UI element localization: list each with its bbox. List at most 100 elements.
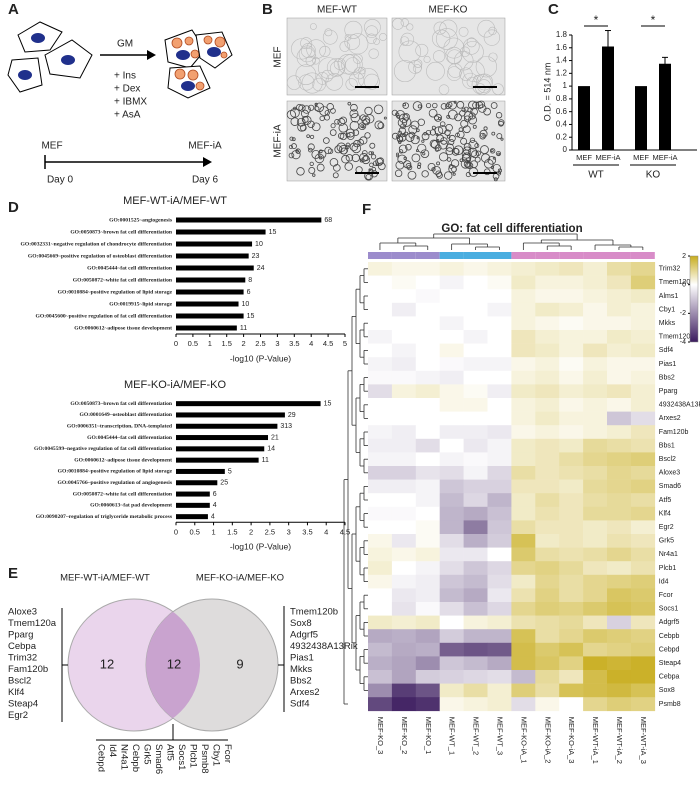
heatmap-cell — [607, 384, 632, 399]
row-label: Adgrf5 — [659, 619, 680, 626]
heatmap-cell — [415, 316, 440, 331]
heatmap-cell — [535, 302, 560, 317]
heatmap-cell — [607, 479, 632, 494]
heatmap-cell — [391, 275, 417, 290]
heatmap-cell — [368, 425, 393, 440]
heatmap-cell — [368, 493, 393, 508]
texture — [345, 78, 358, 91]
group-strip — [607, 252, 631, 259]
texture — [463, 60, 485, 83]
gene-label: Plcb1 — [187, 744, 198, 768]
heatmap-cell — [439, 411, 464, 426]
texture — [448, 164, 457, 174]
row-label: Cby1 — [659, 306, 675, 313]
heatmap-cell — [583, 302, 608, 317]
texture — [374, 120, 384, 130]
heatmap-cell — [559, 629, 584, 644]
heatmap-cell — [535, 534, 560, 548]
heatmap-cell — [391, 357, 417, 372]
texture — [495, 112, 503, 119]
heatmap-cell — [607, 262, 632, 276]
heatmap-cell — [415, 466, 440, 480]
heatmap-cell — [607, 629, 632, 644]
category-label: GO:0060612~adipose tissue development — [74, 325, 172, 331]
heatmap-cell — [607, 316, 632, 331]
heatmap-cell — [559, 493, 584, 508]
texture — [361, 155, 371, 165]
texture — [459, 67, 473, 81]
heatmap-cell — [630, 629, 656, 644]
nucleus — [181, 81, 195, 91]
count-label: 15 — [247, 313, 255, 320]
heatmap-cell — [583, 425, 608, 440]
heatmap-cell — [511, 275, 536, 290]
heatmap-cell — [607, 642, 632, 657]
texture — [492, 156, 496, 160]
heatmap-cell — [583, 506, 608, 521]
texture — [405, 143, 412, 151]
texture — [422, 152, 426, 156]
y-tick-label: 1.8 — [556, 30, 568, 39]
row-label: Bbs1 — [659, 442, 675, 449]
heatmap-cell — [511, 384, 536, 399]
column-label: MEF-WT_2 — [472, 717, 481, 755]
heatmap-cell — [559, 357, 584, 372]
bar — [176, 325, 237, 331]
texture — [289, 136, 294, 141]
heatmap-cell — [583, 452, 608, 467]
heatmap-cell — [391, 384, 417, 399]
texture — [428, 108, 438, 118]
bar — [176, 502, 210, 508]
heatmap-cell — [463, 642, 488, 657]
texture — [318, 57, 340, 79]
heatmap-cell — [463, 343, 488, 358]
row-label: Id4 — [659, 578, 669, 585]
heatmap-cell — [559, 330, 584, 344]
heatmap-cell — [368, 289, 393, 304]
texture — [440, 137, 448, 145]
heatmap-cell — [415, 330, 440, 344]
texture — [394, 60, 416, 83]
texture — [337, 53, 359, 75]
texture — [383, 116, 387, 120]
heatmap-cell — [391, 330, 417, 344]
heatmap-cell — [511, 506, 536, 521]
texture — [447, 109, 458, 120]
heatmap-cell — [439, 534, 464, 548]
texture — [341, 154, 350, 164]
texture — [475, 150, 481, 156]
heatmap-cell — [583, 670, 608, 684]
heatmap-cell — [535, 642, 560, 657]
texture — [358, 66, 366, 75]
texture — [398, 149, 404, 154]
heatmap-cell — [607, 588, 632, 603]
heatmap-cell — [463, 574, 488, 589]
colorbar-tick-label: -4 — [680, 339, 686, 346]
y-tick-label: 1.6 — [556, 43, 568, 52]
y-tick-label: 1.2 — [556, 68, 568, 77]
row-label: Trim32 — [659, 266, 681, 273]
texture — [316, 163, 325, 172]
y-tick-label: 0.4 — [556, 120, 568, 129]
texture — [468, 140, 478, 150]
heatmap-cell — [463, 697, 488, 712]
texture — [495, 150, 502, 157]
heatmap-cell — [535, 697, 560, 712]
heatmap-cell — [535, 438, 560, 453]
heatmap-cell — [535, 615, 560, 630]
heatmap-cell — [630, 275, 656, 290]
row-label: 4932438A13Rik — [659, 402, 700, 409]
heatmap-cell — [583, 642, 608, 657]
texture — [477, 100, 486, 109]
heatmap-cell — [439, 316, 464, 331]
heatmap-cell — [535, 316, 560, 331]
heatmap-cell — [391, 411, 417, 426]
texture — [358, 122, 367, 131]
texture — [296, 167, 305, 176]
texture — [416, 136, 420, 140]
heatmap-cell — [368, 547, 393, 562]
texture — [288, 152, 295, 159]
group-strip — [559, 252, 584, 259]
heatmap-cell — [607, 697, 632, 712]
category-label: GO:0006351~transcription, DNA-templated — [67, 424, 173, 430]
